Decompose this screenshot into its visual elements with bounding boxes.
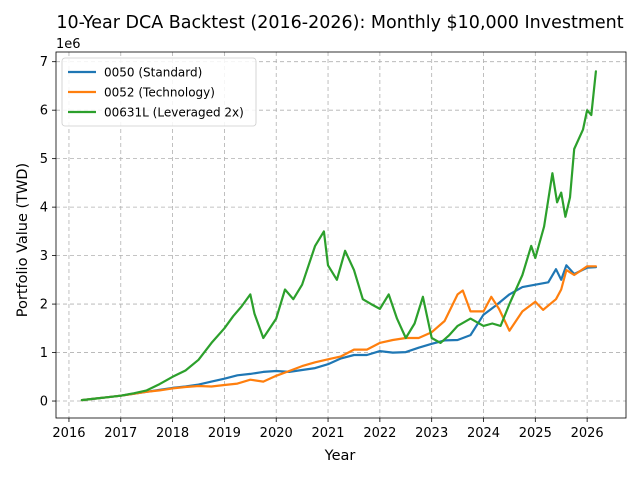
- y-axis-label: Portfolio Value (TWD): [15, 163, 31, 317]
- series-lines: [80, 70, 598, 402]
- x-tick-label: 2016: [52, 426, 85, 441]
- legend-label: 0052 (Technology): [104, 86, 215, 100]
- y-tick-label: 2: [40, 298, 48, 313]
- x-tick-label: 2018: [156, 426, 189, 441]
- x-tick-label: 2024: [467, 426, 500, 441]
- legend-label: 0050 (Standard): [104, 66, 202, 80]
- series-line-1: [80, 265, 598, 402]
- y-tick-label: 1: [40, 346, 48, 361]
- y-tick-label: 5: [40, 152, 48, 167]
- x-tick-label: 2026: [571, 426, 604, 441]
- y-tick-label: 0: [40, 395, 48, 410]
- x-tick-label: 2023: [415, 426, 448, 441]
- chart-title: 10-Year DCA Backtest (2016-2026): Monthl…: [56, 13, 623, 33]
- axes: 2016 2017 2018 2019 2020 2021 2022 2023 2024 2025…: [40, 51, 627, 441]
- x-tick-label: 2020: [260, 426, 293, 441]
- series-line-2: [80, 70, 598, 402]
- x-tick-label: 2021: [311, 426, 344, 441]
- legend: 0050 (Standard) 0052 (Technology) 00631L (…: [61, 57, 257, 127]
- x-tick-label: 2019: [208, 426, 241, 441]
- x-tick-label: 2025: [519, 426, 552, 441]
- y-tick-label: 4: [40, 201, 48, 216]
- plot-frame: [55, 51, 627, 419]
- y-tick-label: 3: [40, 249, 48, 264]
- y-tick-label: 6: [40, 104, 48, 119]
- y-offset-label: 1e6: [56, 37, 81, 52]
- legend-box: [61, 57, 257, 127]
- x-axis-label: Year: [324, 448, 356, 464]
- y-tick-label: 7: [40, 55, 48, 70]
- x-tick-label: 2022: [363, 426, 396, 441]
- x-tick-label: 2017: [104, 426, 137, 441]
- legend-label: 00631L (Leveraged 2x): [104, 106, 244, 120]
